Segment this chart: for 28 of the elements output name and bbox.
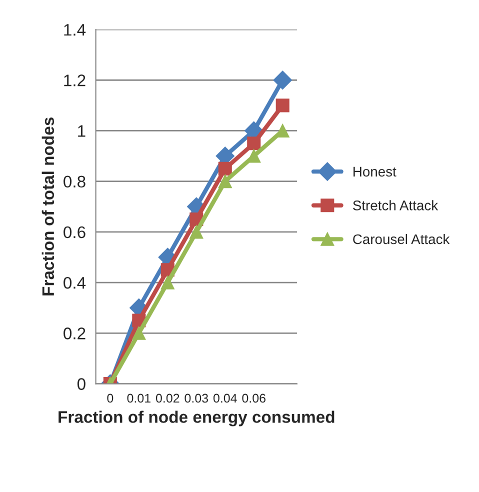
- legend-label: Honest: [354, 166, 396, 177]
- y-tick-label: 0.8: [64, 176, 86, 188]
- x-axis-title: Fraction of node energy consumed: [58, 410, 334, 426]
- point: [132, 326, 146, 340]
- y-tick-label: 0.6: [64, 226, 86, 238]
- y-tick-label: 1.4: [64, 24, 86, 36]
- legend-label: Stretch Attack: [353, 200, 438, 210]
- point: [273, 70, 292, 90]
- point: [190, 225, 204, 239]
- x-tick-label: 0.03: [184, 394, 208, 403]
- y-tick-label: 0.4: [64, 276, 86, 289]
- x-tick-label: 0.06: [242, 394, 266, 403]
- y-tick-label: 0.2: [64, 328, 86, 340]
- y-axis-title: Fraction of total nodes: [42, 118, 54, 296]
- y-tick-label: 1: [78, 125, 86, 137]
- y-tick-label: 0: [77, 378, 86, 390]
- point: [247, 149, 261, 163]
- legend-label: Carousel Attack: [353, 234, 450, 244]
- x-tick-label: 0.02: [156, 394, 180, 403]
- point: [218, 162, 232, 176]
- point: [218, 174, 232, 188]
- x-tick-label: 0.04: [213, 394, 237, 403]
- x-tick-label: 0: [107, 394, 114, 403]
- point: [276, 98, 290, 112]
- x-tick-label: 0.01: [127, 394, 150, 403]
- point: [247, 136, 261, 150]
- y-tick-label: 1.2: [64, 74, 86, 86]
- point: [160, 276, 174, 290]
